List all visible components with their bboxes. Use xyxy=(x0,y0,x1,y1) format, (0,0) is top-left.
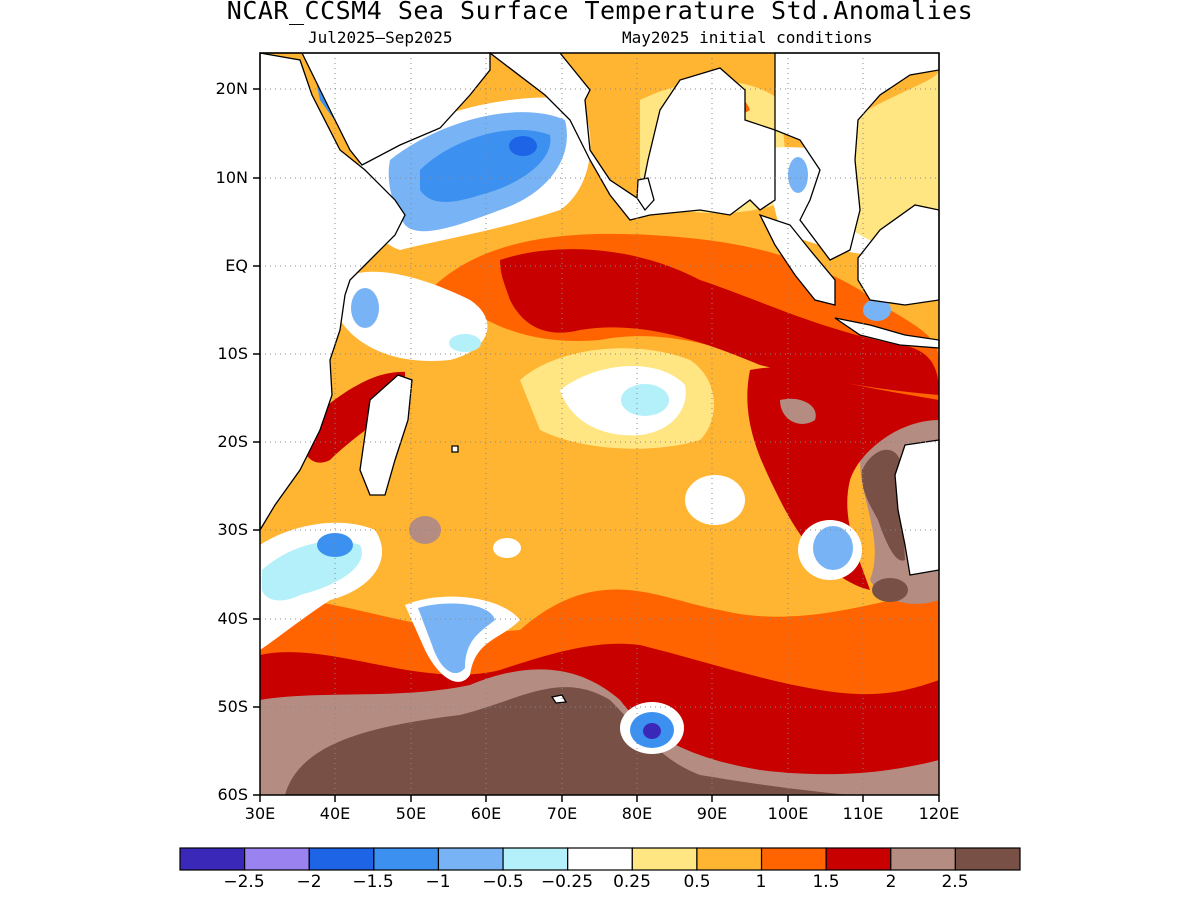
sri-lanka xyxy=(636,177,655,212)
colorbar-swatch xyxy=(308,847,375,871)
colorbar xyxy=(179,847,1021,871)
colorbar-label: 1.5 xyxy=(812,872,840,892)
anomaly-region-sw-cold xyxy=(317,533,353,557)
lat-label-10n: 10N xyxy=(215,168,248,187)
lon-label-90e: 90E xyxy=(696,804,728,823)
tick-marks xyxy=(253,88,940,802)
madagascar xyxy=(359,374,413,496)
colorbar-label: −2 xyxy=(296,872,322,892)
lat-label-60s: 60S xyxy=(217,785,248,804)
lon-label-50e: 50E xyxy=(395,804,427,823)
lon-label-70e: 70E xyxy=(546,804,578,823)
lat-label-10s: 10S xyxy=(217,344,248,363)
anomaly-region-eddy-cool xyxy=(813,526,853,570)
colorbar-swatch xyxy=(760,847,827,871)
colorbar-label: 1 xyxy=(755,872,767,892)
colorbar-swatch xyxy=(179,847,246,871)
anomaly-region-mid-neutral-1 xyxy=(685,475,745,525)
colorbar-label: −1 xyxy=(425,872,451,892)
lon-label-60e: 60E xyxy=(470,804,502,823)
lat-label-20n: 20N xyxy=(215,79,248,98)
colorbar-swatch xyxy=(567,847,633,871)
lat-label-40s: 40S xyxy=(217,609,248,628)
lon-label-80e: 80E xyxy=(621,804,653,823)
lon-label-40e: 40E xyxy=(319,804,351,823)
anomaly-region-w-equatorial-cool-2 xyxy=(449,334,481,352)
lat-label-50s: 50S xyxy=(217,697,248,716)
colorbar-swatch xyxy=(696,847,763,871)
colorbar-label: −0.25 xyxy=(540,872,594,892)
lat-label-20s: 20S xyxy=(217,432,248,451)
colorbar-label: 2.5 xyxy=(941,872,969,892)
anomaly-region-kerguelen-cold xyxy=(643,723,661,739)
colorbar-label: 2 xyxy=(885,872,897,892)
lon-label-100e: 100E xyxy=(767,804,809,823)
lat-label-eq: EQ xyxy=(225,256,248,275)
anomaly-region-w-equatorial-neutral xyxy=(340,271,488,361)
anomaly-region-se-asia-cool xyxy=(788,157,808,193)
kerguelen xyxy=(550,694,568,704)
colorbar-label: −1.5 xyxy=(352,872,394,892)
gridlines xyxy=(260,53,939,795)
anomaly-region-arabian-core xyxy=(509,136,537,156)
colorbar-swatch xyxy=(954,847,1021,871)
anomaly-region-w-australia-max xyxy=(861,449,905,561)
chart-title: NCAR_CCSM4 Sea Surface Temperature Std.A… xyxy=(226,0,974,25)
arabia-india xyxy=(488,52,776,221)
anomaly-region-tropical-band-2p5 xyxy=(780,398,816,424)
colorbar-label: 0.5 xyxy=(683,872,711,892)
land xyxy=(259,52,940,704)
anomaly-region-java-cool xyxy=(863,299,891,321)
colorbar-label: −2.5 xyxy=(223,872,265,892)
anomaly-region-mid-neutral-2 xyxy=(493,538,521,558)
anomaly-region-s-cool xyxy=(418,603,495,674)
plot-frame xyxy=(259,52,940,796)
anomaly-region-w-equatorial-cool-1 xyxy=(351,288,379,328)
colorbar-swatch xyxy=(244,847,310,871)
anomaly-region-sw-australia-patch xyxy=(872,578,908,602)
lon-label-120e: 120E xyxy=(918,804,960,823)
anomaly-region-south-max xyxy=(285,687,850,795)
anomaly-region-central-cool xyxy=(621,384,669,416)
lat-label-30s: 30S xyxy=(217,520,248,539)
mauritius xyxy=(451,445,459,453)
colorbar-swatch xyxy=(373,847,440,871)
lon-label-30e: 30E xyxy=(244,804,276,823)
colorbar-swatch xyxy=(890,847,956,871)
anomaly-region-equatorial-2 xyxy=(500,249,939,395)
lon-label-110e: 110E xyxy=(842,804,884,823)
colorbar-swatch xyxy=(437,847,504,871)
colorbar-swatch xyxy=(502,847,569,871)
africa xyxy=(259,52,491,533)
sumatra xyxy=(758,213,836,306)
colorbar-label: 0.25 xyxy=(613,872,651,892)
forecast-period: Jul2025–Sep2025 xyxy=(308,28,453,47)
initial-conditions: May2025 initial conditions xyxy=(622,28,873,47)
colorbar-label: −0.5 xyxy=(482,872,524,892)
colorbar-swatch xyxy=(631,847,698,871)
colorbar-swatch xyxy=(825,847,892,871)
